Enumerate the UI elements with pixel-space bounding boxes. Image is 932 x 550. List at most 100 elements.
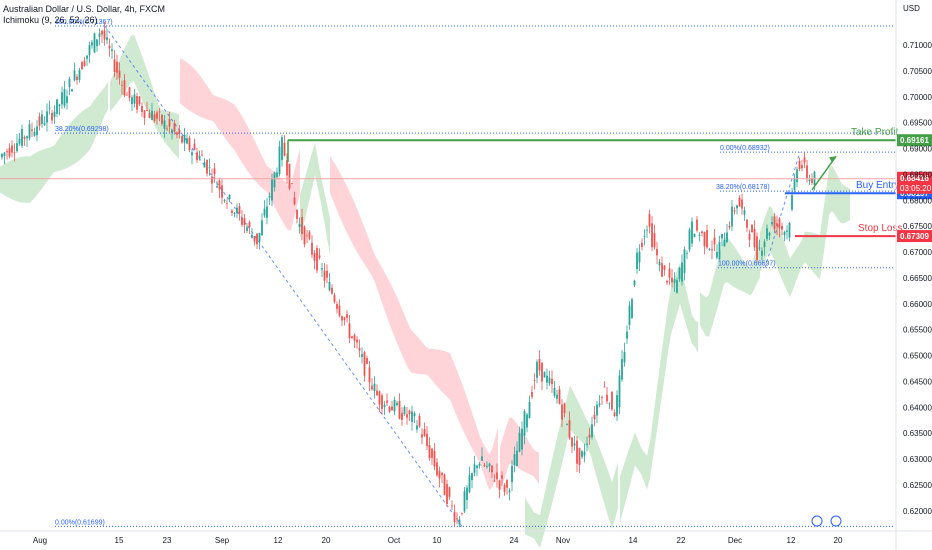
candle-body — [206, 160, 208, 174]
candle-body — [776, 223, 778, 226]
x-tick-label: 24 — [510, 536, 519, 545]
candle-body — [493, 480, 496, 482]
cloud-segment — [700, 236, 760, 337]
y-tick-label: 0.70500 — [903, 67, 932, 76]
candle-body — [166, 128, 168, 130]
candle-body — [103, 30, 106, 40]
x-tick-label: 20 — [322, 536, 331, 545]
symbol-title[interactable]: Australian Dollar / U.S. Dollar, 4h, FXC… — [3, 4, 166, 14]
candle-body — [653, 233, 656, 248]
candle-body — [328, 282, 331, 291]
candle-body — [548, 377, 551, 384]
candle-body — [808, 179, 811, 182]
candle-body — [323, 270, 326, 281]
candle-body — [716, 251, 718, 258]
candle-body — [326, 270, 328, 278]
candle-body — [246, 227, 248, 231]
candle-body — [778, 218, 781, 229]
candle-body — [196, 152, 198, 161]
candle-body — [418, 415, 421, 427]
candle-body — [311, 242, 313, 255]
current-price-tag — [897, 171, 932, 194]
fib-level-label: 38.20%(0.68178) — [716, 184, 770, 191]
x-tick-label: 12 — [787, 536, 796, 545]
candle-body — [746, 219, 748, 228]
candle-body — [731, 206, 733, 227]
candle-body — [38, 116, 41, 126]
fib-level-label: 100.00%(0.66697) — [718, 261, 776, 268]
fib-level-label: 38.20%(0.69298) — [55, 126, 109, 133]
candle-body — [201, 154, 203, 156]
candle-body — [218, 180, 221, 190]
candle-body — [221, 185, 223, 198]
candle-body — [718, 242, 721, 260]
candle-body — [761, 250, 763, 256]
candle-body — [36, 126, 38, 136]
candle-body — [668, 268, 671, 278]
candle-body — [578, 447, 581, 465]
candle-body — [28, 124, 31, 139]
candle-body — [376, 390, 378, 396]
candle-body — [801, 165, 803, 169]
candle-body — [11, 145, 13, 153]
candle-body — [628, 305, 631, 326]
indicator-label[interactable]: Ichimoku (9, 26, 52, 26) — [3, 15, 98, 25]
candle-body — [178, 129, 181, 134]
candle-body — [138, 96, 141, 105]
candle-body — [88, 45, 91, 55]
candle-body — [528, 401, 531, 419]
candle-body — [16, 143, 18, 152]
candle-body — [573, 443, 576, 446]
candle-body — [341, 316, 343, 321]
candle-body — [158, 111, 161, 113]
y-tick-label: 0.69000 — [903, 145, 932, 154]
candle-body — [571, 437, 573, 447]
candle-body — [806, 165, 808, 179]
candle-body — [521, 428, 523, 450]
ichimoku-cloud — [0, 34, 850, 549]
x-tick-label: Aug — [33, 536, 47, 545]
candle-body — [23, 136, 26, 139]
candle-body — [116, 61, 118, 73]
candle-body — [483, 465, 486, 467]
candle-body — [343, 317, 346, 320]
candle-body — [451, 505, 453, 507]
cloud-segment — [330, 155, 498, 490]
candle-body — [496, 472, 498, 480]
current-price-label: 0.68416 — [900, 174, 929, 183]
candle-body — [113, 59, 116, 73]
candle-body — [431, 448, 433, 458]
candle-body — [753, 229, 756, 248]
candle-body — [238, 206, 241, 214]
candle-body — [176, 132, 178, 135]
candle-body — [621, 359, 623, 380]
y-tick-label: 0.67500 — [903, 222, 932, 231]
candle-body — [281, 137, 283, 160]
candle-body — [411, 411, 413, 422]
candle-body — [613, 412, 616, 417]
candle-body — [616, 395, 618, 417]
candle-body — [371, 385, 373, 390]
candle-body — [73, 70, 76, 81]
candle-body — [373, 383, 376, 392]
candle-body — [126, 94, 128, 96]
candle-body — [683, 249, 686, 274]
candle-body — [658, 262, 661, 266]
candle-body — [751, 224, 753, 233]
candle-body — [576, 440, 578, 464]
candle-body — [556, 394, 558, 399]
candle-body — [173, 122, 176, 132]
candle-body — [676, 280, 678, 293]
us-flag-icon — [811, 515, 823, 527]
cloud-segment — [110, 34, 179, 159]
candle-body — [568, 420, 571, 439]
price-tag-label: 0.67309 — [900, 232, 929, 241]
candle-body — [646, 229, 648, 231]
candle-body — [566, 424, 568, 426]
candle-body — [101, 30, 103, 35]
candle-body — [788, 222, 791, 238]
candle-body — [41, 114, 43, 124]
x-tick-label: Dec — [728, 536, 742, 545]
x-tick-label: Nov — [556, 536, 570, 545]
